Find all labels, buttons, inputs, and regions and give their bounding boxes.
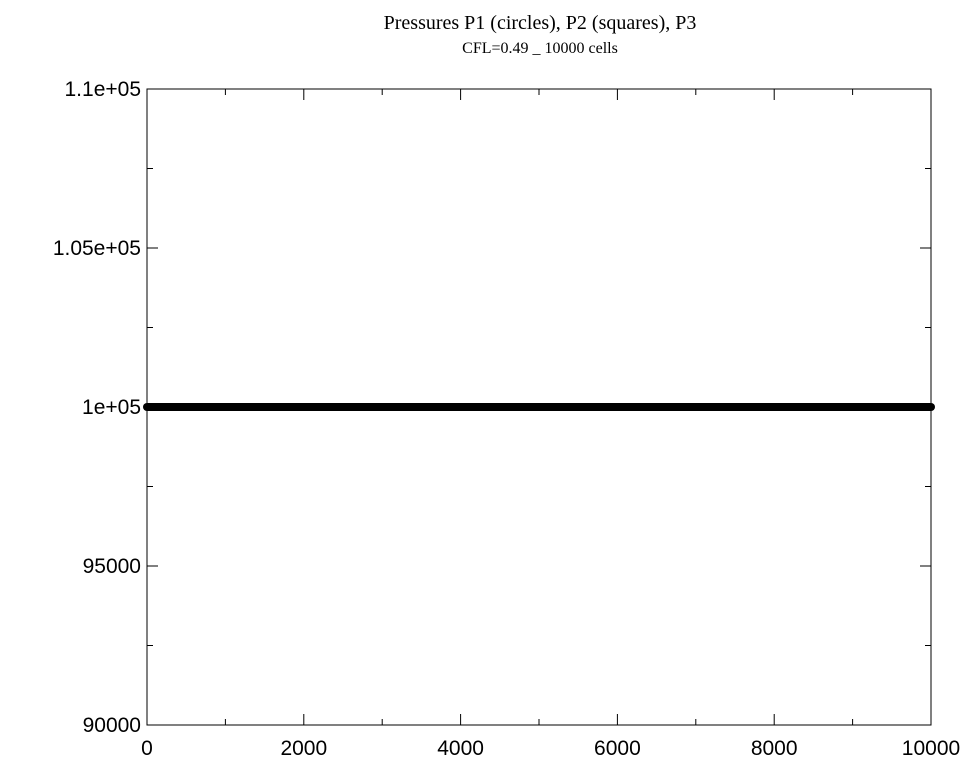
- y-tick-label: 95000: [83, 555, 141, 578]
- y-tick-label: 1.1e+05: [65, 78, 142, 101]
- chart-subtitle: CFL=0.49 _ 10000 cells: [462, 40, 618, 57]
- y-tick-label: 1.05e+05: [53, 237, 141, 260]
- axis-tick-labels: 0 2000 4000 6000 8000 10000 90000 95000 1e+05 1.0…: [53, 78, 960, 760]
- x-tick-label: 10000: [902, 737, 960, 760]
- x-tick-label: 8000: [751, 737, 798, 760]
- y-tick-label: 90000: [83, 714, 141, 737]
- axis-ticks: [146, 88, 932, 726]
- x-tick-label: 0: [141, 737, 153, 760]
- y-tick-label: 1e+05: [82, 396, 141, 419]
- chart-title: Pressures P1 (circles), P2 (squares), P3: [383, 12, 697, 34]
- x-tick-label: 4000: [437, 737, 484, 760]
- x-tick-label: 6000: [594, 737, 641, 760]
- x-tick-label: 2000: [280, 737, 327, 760]
